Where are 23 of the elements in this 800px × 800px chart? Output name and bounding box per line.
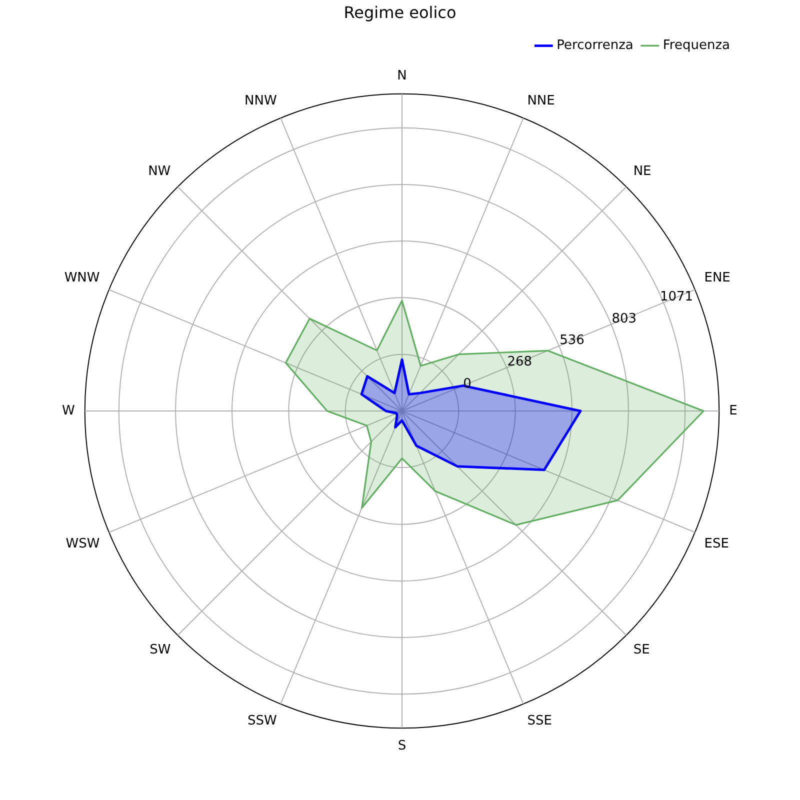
spoke-label: WSW xyxy=(66,536,100,552)
spoke-label: S xyxy=(398,738,406,754)
spoke-label: E xyxy=(729,403,738,418)
spoke-label: SE xyxy=(633,642,650,658)
y-tick-label: 803 xyxy=(612,311,637,326)
chart-title: Regime eolico xyxy=(344,2,456,22)
spoke-label: SW xyxy=(150,642,171,658)
spoke-label: SSE xyxy=(527,713,552,728)
spoke-label: WNW xyxy=(64,270,100,286)
legend-label: Percorrenza xyxy=(556,38,634,54)
spoke-label: NW xyxy=(148,164,171,180)
spoke-label: NNW xyxy=(244,93,277,108)
spoke-label: ESE xyxy=(704,536,729,552)
y-tick-label: 536 xyxy=(560,332,584,348)
spoke-label: NNE xyxy=(527,93,555,108)
spoke-label: W xyxy=(62,403,75,418)
y-tick-label: 268 xyxy=(507,354,532,370)
spoke-label: N xyxy=(397,68,407,84)
spoke-label: NE xyxy=(633,164,652,180)
spoke-label: ENE xyxy=(704,270,730,286)
y-tick-label: 1071 xyxy=(660,290,694,305)
legend-label: Frequenza xyxy=(662,38,730,54)
spoke-label: SSW xyxy=(247,713,277,728)
